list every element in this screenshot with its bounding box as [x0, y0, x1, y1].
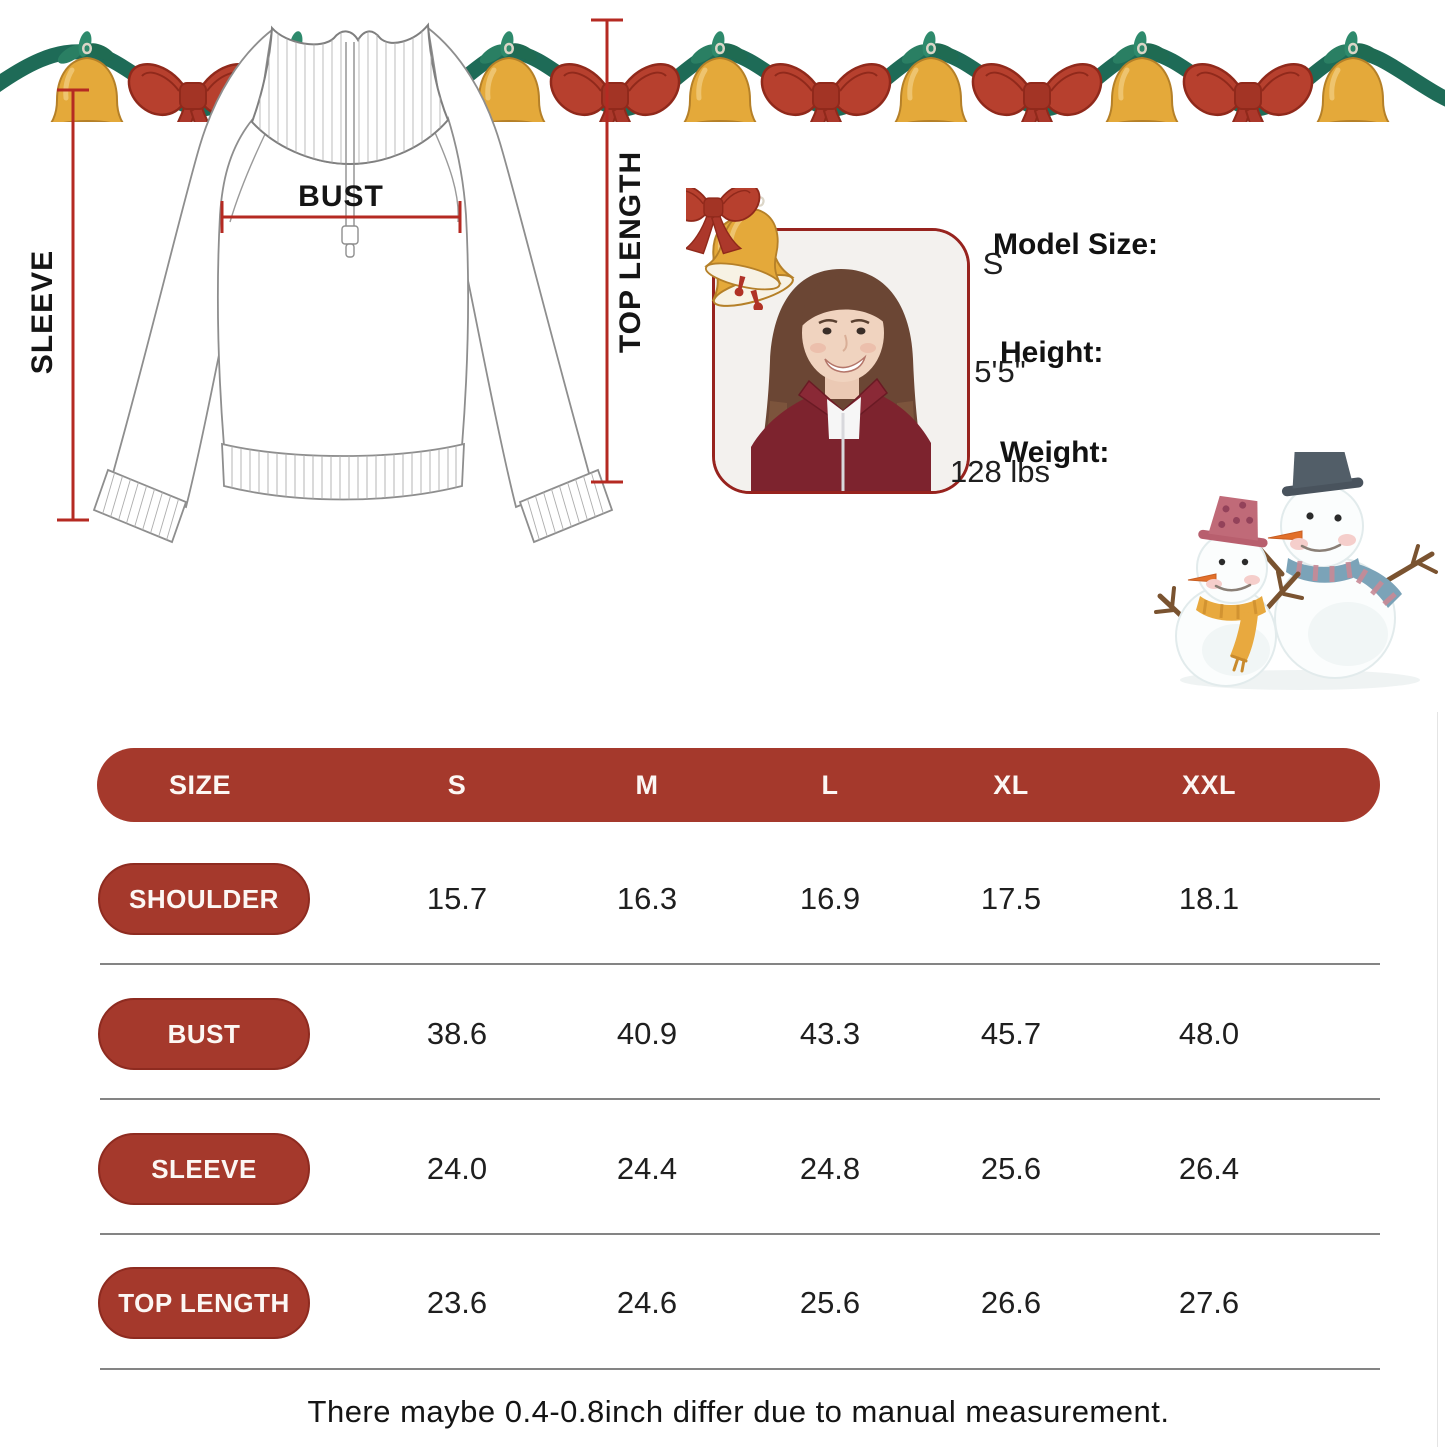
cell-top-length-l: 25.6 — [799, 1285, 861, 1320]
cell-top-length-s: 23.6 — [426, 1285, 488, 1320]
cell-sleeve-xxl: 26.4 — [1178, 1151, 1240, 1186]
model-weight-line: Weight: 128 lbs — [950, 436, 1118, 489]
cell-shoulder-s: 15.7 — [426, 881, 488, 916]
header-cell-size: SIZE — [168, 769, 232, 800]
measurement-lines — [57, 18, 623, 522]
cell-bust-xxl: 48.0 — [1178, 1016, 1240, 1051]
cell-sleeve-xl: 25.6 — [980, 1151, 1042, 1186]
header-cell-l: L — [821, 769, 839, 800]
cell-bust-m: 40.9 — [616, 1016, 678, 1051]
row-label-bust: BUST — [98, 998, 310, 1070]
table-row-top-length: TOP LENGTH 23.6 24.6 25.6 26.6 27.6 — [97, 1267, 1380, 1339]
yellow-scarf — [1196, 596, 1266, 673]
cell-sleeve-m: 24.4 — [616, 1151, 678, 1186]
header-cell-m: M — [635, 769, 659, 800]
row-divider — [100, 1368, 1380, 1370]
cell-bust-xl: 45.7 — [980, 1016, 1042, 1051]
measurement-note: There maybe 0.4-0.8inch differ due to ma… — [307, 1394, 1170, 1429]
row-label-top-length: TOP LENGTH — [98, 1267, 310, 1339]
snowman-small — [1154, 495, 1304, 687]
right-edge-line — [1437, 712, 1438, 1447]
cell-top-length-xxl: 27.6 — [1178, 1285, 1240, 1320]
sweater-body — [217, 116, 469, 458]
bells-with-bow-icon — [686, 188, 802, 310]
striped-scarf — [1286, 558, 1402, 608]
bust-measure-label: BUST — [298, 180, 384, 213]
model-size-line: Model Size: S — [983, 228, 1166, 281]
cell-top-length-xl: 26.6 — [980, 1285, 1042, 1320]
model-weight-label: Weight: — [1000, 436, 1110, 469]
model-size-value: S — [982, 246, 1004, 281]
table-row-sleeve: SLEEVE 24.0 24.4 24.8 25.6 26.4 — [97, 1133, 1380, 1205]
model-height-value: 5'5" — [974, 354, 1026, 389]
header-cell-xl: XL — [993, 769, 1029, 800]
header-cell-xxl: XXL — [1181, 769, 1237, 800]
cell-top-length-m: 24.6 — [616, 1285, 678, 1320]
model-size-label: Model Size: — [993, 228, 1159, 261]
cell-shoulder-l: 16.9 — [799, 881, 861, 916]
size-table-header: SIZE S M L XL XXL — [97, 748, 1380, 822]
cell-bust-s: 38.6 — [426, 1016, 488, 1051]
table-row-shoulder: SHOULDER 15.7 16.3 16.9 17.5 18.1 — [97, 863, 1380, 935]
row-divider — [100, 1233, 1380, 1235]
sweater-zipper — [341, 42, 359, 258]
row-label-shoulder: SHOULDER — [98, 863, 310, 935]
cell-sleeve-l: 24.8 — [799, 1151, 861, 1186]
cell-shoulder-xl: 17.5 — [980, 881, 1042, 916]
cell-sleeve-s: 24.0 — [426, 1151, 488, 1186]
cell-shoulder-m: 16.3 — [616, 881, 678, 916]
sweater-cuffs — [92, 468, 614, 544]
row-divider — [100, 1098, 1380, 1100]
model-weight-value: 128 lbs — [950, 454, 1050, 489]
cell-shoulder-xxl: 18.1 — [1178, 881, 1240, 916]
model-portrait-illustration — [715, 231, 967, 491]
model-height-line: Height: 5'5" — [974, 336, 1112, 389]
snowmen-icon — [1154, 452, 1438, 690]
top-length-measure-label: TOP LENGTH — [614, 151, 647, 353]
row-divider — [100, 963, 1380, 965]
model-height-label: Height: — [1000, 336, 1104, 369]
header-cell-s: S — [447, 769, 467, 800]
sweater-sleeves — [110, 25, 592, 509]
cell-bust-l: 43.3 — [799, 1016, 861, 1051]
table-row-bust: BUST 38.6 40.9 43.3 45.7 48.0 — [97, 998, 1380, 1070]
sleeve-measure-label: SLEEVE — [26, 250, 59, 374]
sweater-measurement-diagram: SLEEVE BUST TOP LENGTH — [26, 18, 647, 544]
row-label-sleeve: SLEEVE — [98, 1133, 310, 1205]
